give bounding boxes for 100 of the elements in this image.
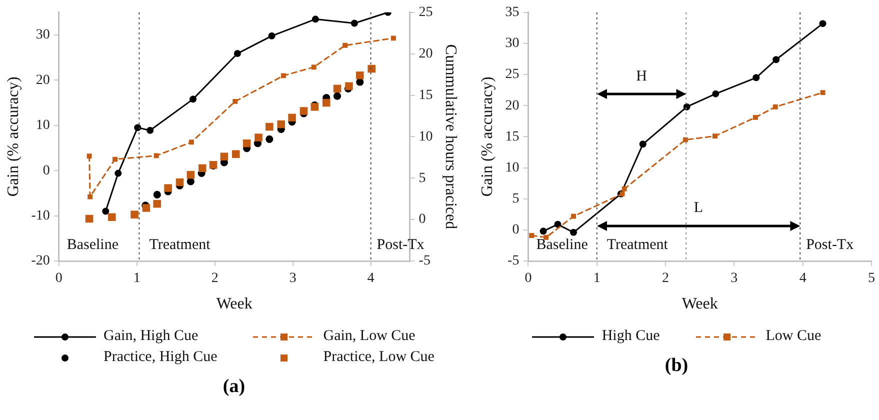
point: [620, 191, 625, 196]
point: [322, 98, 330, 107]
point: [819, 20, 826, 28]
point: [232, 150, 240, 158]
point: [368, 64, 376, 73]
point: [554, 220, 562, 228]
point: [102, 208, 110, 215]
x-tick-label: 3: [289, 271, 296, 286]
point: [570, 228, 578, 236]
point: [356, 71, 364, 80]
point: [300, 107, 308, 115]
y-tick-label: 10: [36, 118, 50, 134]
x-tick-label: 3: [730, 271, 738, 286]
point: [130, 210, 138, 218]
point: [312, 16, 319, 23]
point: [164, 184, 172, 192]
point: [153, 190, 161, 199]
y-tick-label: 20: [36, 72, 50, 88]
point: [108, 213, 116, 221]
point: [142, 204, 150, 212]
point: [186, 178, 194, 186]
y2-tick-label: 0: [418, 212, 426, 228]
point: [540, 228, 547, 235]
y-tick-label: 30: [36, 28, 50, 43]
x-tick-label: 0: [55, 271, 62, 286]
point: [134, 124, 142, 132]
point: [112, 156, 118, 162]
legend-label: Practice, High Cue: [104, 349, 218, 365]
x-tick-label: 5: [868, 271, 875, 286]
legend-label: Low Cue: [766, 328, 822, 344]
point: [529, 233, 534, 238]
point: [280, 73, 286, 78]
annotation: Treatment: [149, 236, 212, 253]
y-tick-label: -5: [508, 254, 520, 269]
point: [752, 114, 758, 120]
legend-label: Gain, High Cue: [104, 328, 198, 344]
point: [639, 140, 646, 148]
y-tick-label: 20: [505, 98, 520, 114]
y-tick-label: -10: [31, 208, 50, 224]
y-tick-label: 0: [42, 163, 50, 178]
annotation: Baseline: [66, 236, 119, 253]
point: [154, 153, 159, 158]
legend-label: High Cue: [602, 328, 660, 344]
y-tick-label: 25: [505, 67, 520, 82]
annotation: Post-Tx: [376, 236, 425, 253]
point: [820, 90, 826, 96]
text: (a): [222, 376, 246, 398]
point: [254, 134, 262, 142]
legend-label: Gain, Low Cue: [323, 328, 416, 344]
point: [85, 214, 94, 223]
point: [277, 120, 286, 128]
y-tick-label: 35: [505, 5, 520, 20]
point: [571, 214, 576, 219]
point: [242, 139, 251, 148]
y-axis-title: Gain (% accuracy): [4, 76, 22, 197]
point: [350, 20, 358, 27]
point: [232, 98, 238, 104]
point: [190, 96, 196, 103]
annotation: Treatment: [606, 236, 669, 253]
point: [188, 140, 194, 145]
point: [266, 122, 274, 131]
point: [114, 170, 122, 177]
annotation: L: [694, 200, 704, 216]
point: [311, 64, 316, 70]
y2-axis-title: Cummulative hours praciced: [442, 44, 460, 230]
point: [622, 186, 627, 192]
point: [176, 178, 184, 186]
annotation: Baseline: [536, 236, 588, 253]
y-tick-label: 5: [512, 192, 520, 207]
y2-tick-label: 15: [418, 88, 433, 103]
point: [88, 194, 93, 200]
x-tick-label: 1: [593, 271, 600, 286]
y2-tick-label: -5: [418, 254, 430, 269]
point: [220, 152, 228, 160]
point: [683, 103, 690, 110]
y-tick-label: -20: [31, 254, 50, 269]
y-tick-label: 15: [505, 129, 520, 144]
y-tick-label: 0: [512, 222, 520, 238]
x-tick-label: 4: [799, 271, 806, 286]
x-tick-label: 2: [211, 271, 218, 286]
text: (b): [664, 355, 690, 377]
point: [266, 135, 274, 143]
y2-tick-label: 20: [418, 46, 433, 62]
point: [390, 36, 396, 41]
x-tick-label: 2: [662, 271, 670, 286]
legend-label: Practice, Low Cue: [323, 349, 434, 365]
point: [345, 82, 353, 90]
point: [153, 200, 162, 208]
annotation: H: [636, 68, 648, 84]
point: [146, 126, 154, 134]
point: [186, 170, 195, 179]
point: [333, 84, 342, 93]
point: [234, 50, 241, 58]
point: [288, 114, 296, 122]
point: [752, 74, 760, 82]
point: [772, 104, 778, 110]
x-axis-title: Week: [216, 296, 252, 313]
point: [268, 32, 276, 40]
annotation: Post-Tx: [806, 236, 854, 253]
point: [342, 42, 348, 48]
